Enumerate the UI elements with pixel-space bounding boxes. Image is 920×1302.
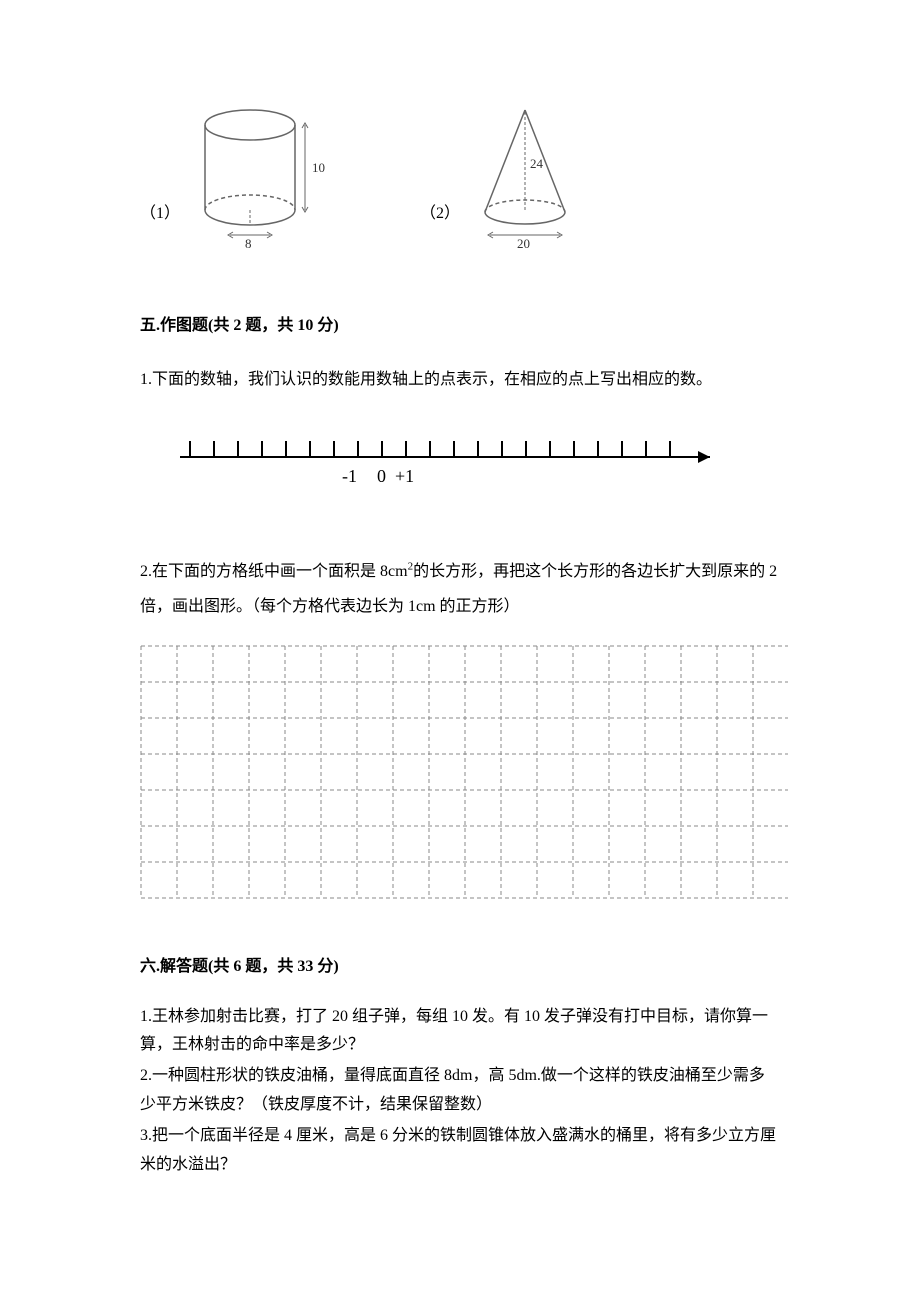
cylinder-svg: 10 8 (190, 100, 340, 250)
section-6-q2: 2.一种圆柱形状的铁皮油桶，量得底面直径 8dm，高 5dm.做一个这样的铁皮油… (140, 1062, 780, 1120)
number-line-svg: -1 0 +1 (170, 427, 730, 492)
cone-height-label: 24 (530, 156, 544, 171)
section-5-header: 五.作图题(共 2 题，共 10 分) (140, 310, 780, 342)
figure-label-1: （1） (140, 198, 180, 230)
number-line: -1 0 +1 (170, 427, 780, 504)
section-5-q1: 1.下面的数轴，我们认识的数能用数轴上的点表示，在相应的点上写出相应的数。 (140, 362, 780, 397)
cylinder-width-label: 8 (245, 236, 252, 250)
figure-cone: （2） 24 20 (420, 100, 600, 250)
number-line-label-0: 0 (377, 466, 386, 486)
number-line-label-neg1: -1 (342, 466, 357, 486)
section-6-q3: 3.把一个底面半径是 4 厘米，高是 6 分米的铁制圆锥体放入盛满水的桶里，将有… (140, 1122, 780, 1180)
number-line-ticks (190, 441, 670, 457)
figure-cylinder: （1） 10 8 (140, 100, 340, 250)
section-5-q2: 2.在下面的方格纸中画一个面积是 8cm2的长方形，再把这个长方形的各边长扩大到… (140, 554, 780, 624)
cylinder-height-label: 10 (312, 160, 325, 175)
number-line-label-pos1: +1 (395, 466, 414, 486)
cone-width-label: 20 (517, 236, 530, 250)
figures-row: （1） 10 8 （2） 24 (140, 100, 780, 250)
grid-paper (140, 645, 780, 911)
figure-label-2: （2） (420, 198, 460, 230)
grid-svg (140, 645, 788, 899)
section-6-header: 六.解答题(共 6 题，共 33 分) (140, 951, 780, 983)
cone-svg: 24 20 (470, 100, 600, 250)
section-6-q1: 1.王林参加射击比赛，打了 20 组子弹，每组 10 发。有 10 发子弹没有打… (140, 1003, 780, 1061)
section-5-q2-part1: 2.在下面的方格纸中画一个面积是 8cm (140, 563, 408, 580)
